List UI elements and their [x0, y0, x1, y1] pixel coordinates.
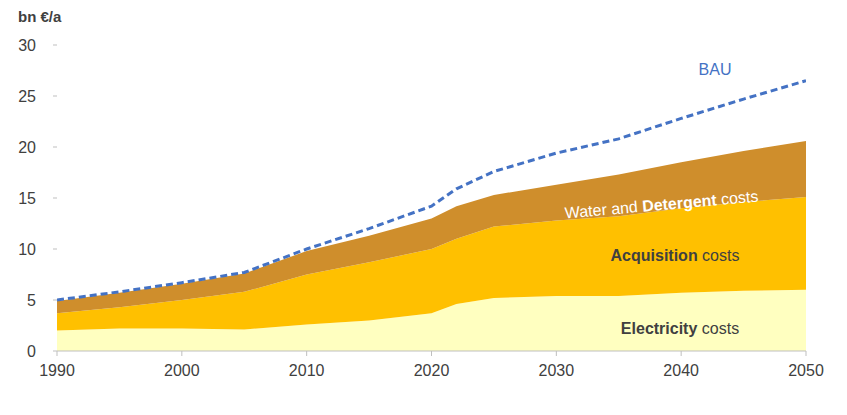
- x-tick-label: 2010: [289, 362, 325, 379]
- y-tick: [53, 96, 57, 97]
- y-tick: [53, 300, 57, 301]
- x-tick-label: 2030: [539, 362, 575, 379]
- x-tick-label: 1990: [39, 362, 75, 379]
- x-tick: [431, 351, 432, 356]
- x-tick-label: 2020: [414, 362, 450, 379]
- x-tick: [681, 351, 682, 356]
- y-tick: [53, 249, 57, 250]
- x-tick-label: 2040: [663, 362, 699, 379]
- y-tick-label: 5: [27, 292, 36, 309]
- chart: bn €/a 0 5 10 15 20 25 30 1990 2000 2010 2020 2030 20…: [0, 0, 847, 415]
- line: [57, 81, 806, 300]
- plot-area: [57, 81, 806, 351]
- y-tick: [53, 351, 57, 352]
- x-tick: [181, 351, 182, 356]
- series-label: Electricity costs: [621, 320, 739, 337]
- y-tick-label: 10: [18, 241, 36, 258]
- y-tick: [53, 147, 57, 148]
- y-tick: [53, 198, 57, 199]
- area: [57, 197, 806, 331]
- x-tick: [806, 351, 807, 356]
- x-tick-label: 2000: [164, 362, 200, 379]
- x-tick: [556, 351, 557, 356]
- x-tick-label: 2050: [788, 362, 824, 379]
- series-label: BAU: [699, 61, 732, 78]
- x-tick: [57, 351, 58, 356]
- series-label: Acquisition costs: [611, 247, 740, 264]
- y-tick: [53, 45, 57, 46]
- y-tick-label: 20: [18, 139, 36, 156]
- x-tick: [306, 351, 307, 356]
- y-axis-title: bn €/a: [18, 8, 62, 25]
- y-tick-label: 15: [18, 190, 36, 207]
- area: [57, 141, 806, 313]
- y-tick-label: 0: [27, 343, 36, 360]
- y-tick-label: 30: [18, 37, 36, 54]
- y-tick-label: 25: [18, 88, 36, 105]
- series-label: Water and Detergent costs: [564, 188, 759, 222]
